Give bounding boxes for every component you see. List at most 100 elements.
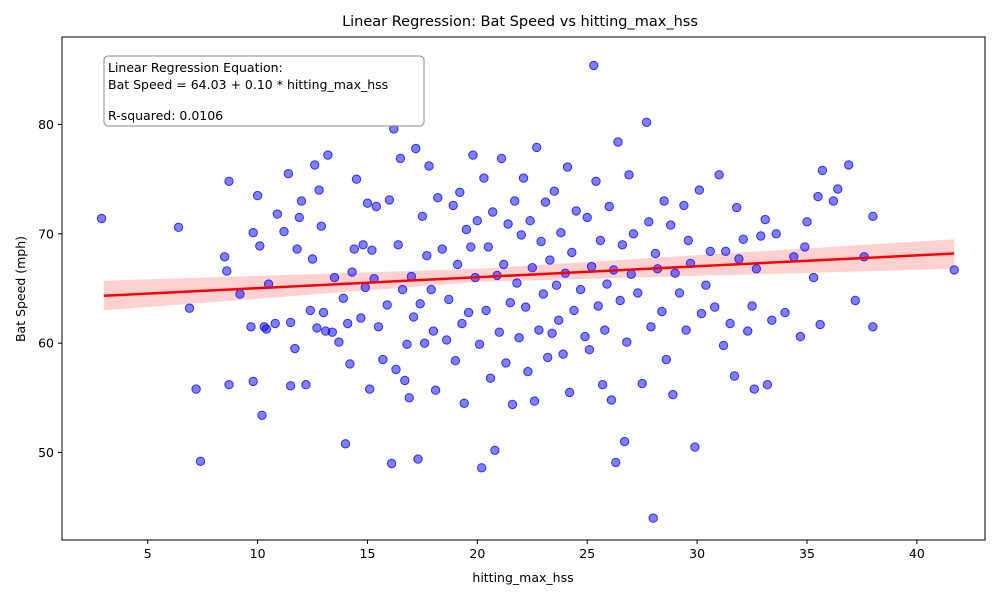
data-point bbox=[371, 201, 381, 212]
data-point bbox=[641, 117, 652, 128]
data-point bbox=[404, 393, 414, 403]
data-point bbox=[602, 279, 612, 289]
data-point bbox=[694, 185, 704, 195]
x-tick-label: 40 bbox=[909, 546, 925, 561]
y-axis-label: Bat Speed (mph) bbox=[13, 236, 28, 342]
data-point bbox=[444, 294, 454, 305]
data-point bbox=[417, 211, 428, 222]
data-point bbox=[257, 410, 267, 420]
data-point bbox=[681, 325, 691, 335]
data-point bbox=[490, 445, 500, 455]
data-point bbox=[714, 170, 724, 180]
data-point bbox=[285, 317, 296, 328]
regression-line bbox=[103, 252, 955, 298]
data-point bbox=[756, 231, 766, 241]
data-point bbox=[696, 308, 707, 319]
data-point bbox=[481, 305, 491, 316]
data-point bbox=[488, 207, 498, 217]
data-point bbox=[323, 150, 333, 160]
data-point bbox=[501, 358, 511, 368]
data-point bbox=[833, 184, 843, 194]
data-point bbox=[771, 229, 781, 239]
data-point bbox=[507, 399, 518, 410]
annotation-line-3: R-squared: 0.0106 bbox=[108, 108, 223, 123]
data-point bbox=[340, 439, 351, 449]
data-point bbox=[747, 301, 757, 311]
data-point bbox=[597, 380, 608, 390]
data-point bbox=[455, 187, 465, 198]
data-point bbox=[393, 240, 403, 250]
data-point bbox=[408, 312, 419, 322]
data-point bbox=[751, 264, 762, 274]
x-tick-label: 5 bbox=[144, 546, 152, 561]
data-point bbox=[468, 150, 478, 160]
data-point bbox=[463, 307, 474, 318]
data-point bbox=[294, 212, 304, 223]
data-point bbox=[485, 373, 496, 383]
data-point bbox=[246, 322, 256, 332]
data-point bbox=[452, 259, 463, 270]
data-point bbox=[279, 226, 289, 237]
data-point bbox=[646, 322, 656, 332]
data-point bbox=[615, 295, 625, 306]
data-point bbox=[762, 380, 773, 390]
data-point bbox=[637, 378, 647, 389]
data-point bbox=[580, 331, 590, 342]
data-point bbox=[362, 198, 373, 208]
data-point bbox=[538, 289, 548, 299]
annotation-line-2: Bat Speed = 64.03 + 0.10 * hitting_max_h… bbox=[108, 77, 388, 92]
data-point bbox=[659, 196, 669, 206]
data-point bbox=[705, 246, 715, 257]
data-point bbox=[248, 376, 258, 387]
data-point bbox=[358, 240, 368, 250]
data-point bbox=[532, 142, 542, 153]
data-point bbox=[586, 261, 597, 272]
data-point bbox=[173, 222, 184, 233]
y-tick-label: 80 bbox=[38, 117, 54, 132]
data-point bbox=[503, 219, 513, 229]
data-point bbox=[850, 295, 860, 306]
data-point bbox=[422, 251, 432, 261]
chart-title: Linear Regression: Bat Speed vs hitting_… bbox=[342, 14, 698, 30]
data-point bbox=[718, 340, 729, 351]
data-point bbox=[338, 293, 348, 303]
data-point bbox=[650, 248, 661, 259]
data-point bbox=[327, 327, 337, 337]
data-point bbox=[474, 339, 485, 349]
data-point bbox=[611, 457, 621, 468]
data-point bbox=[683, 235, 693, 246]
data-point bbox=[518, 173, 529, 183]
data-point bbox=[285, 381, 296, 391]
data-point bbox=[828, 196, 839, 206]
data-point bbox=[343, 318, 353, 329]
data-point bbox=[252, 190, 263, 201]
regression-line-layer bbox=[103, 252, 955, 298]
data-point bbox=[261, 324, 272, 334]
data-point bbox=[310, 160, 320, 170]
data-point bbox=[670, 268, 680, 278]
data-point bbox=[622, 337, 632, 347]
data-point bbox=[305, 305, 315, 316]
data-point bbox=[512, 278, 522, 288]
data-point bbox=[419, 338, 430, 348]
data-point bbox=[290, 343, 300, 354]
data-point bbox=[272, 209, 283, 219]
data-point bbox=[551, 280, 562, 290]
data-point bbox=[760, 214, 770, 225]
data-point bbox=[738, 234, 748, 245]
data-point bbox=[367, 245, 377, 255]
data-point bbox=[575, 284, 586, 295]
data-point bbox=[496, 153, 507, 164]
data-point bbox=[619, 436, 630, 447]
data-point bbox=[536, 236, 546, 247]
data-point bbox=[395, 153, 406, 164]
data-point bbox=[428, 326, 439, 336]
data-point bbox=[255, 241, 265, 251]
data-point bbox=[349, 244, 359, 254]
data-point bbox=[767, 315, 777, 325]
data-point bbox=[527, 263, 537, 273]
data-point bbox=[307, 254, 318, 264]
data-point bbox=[402, 339, 412, 349]
